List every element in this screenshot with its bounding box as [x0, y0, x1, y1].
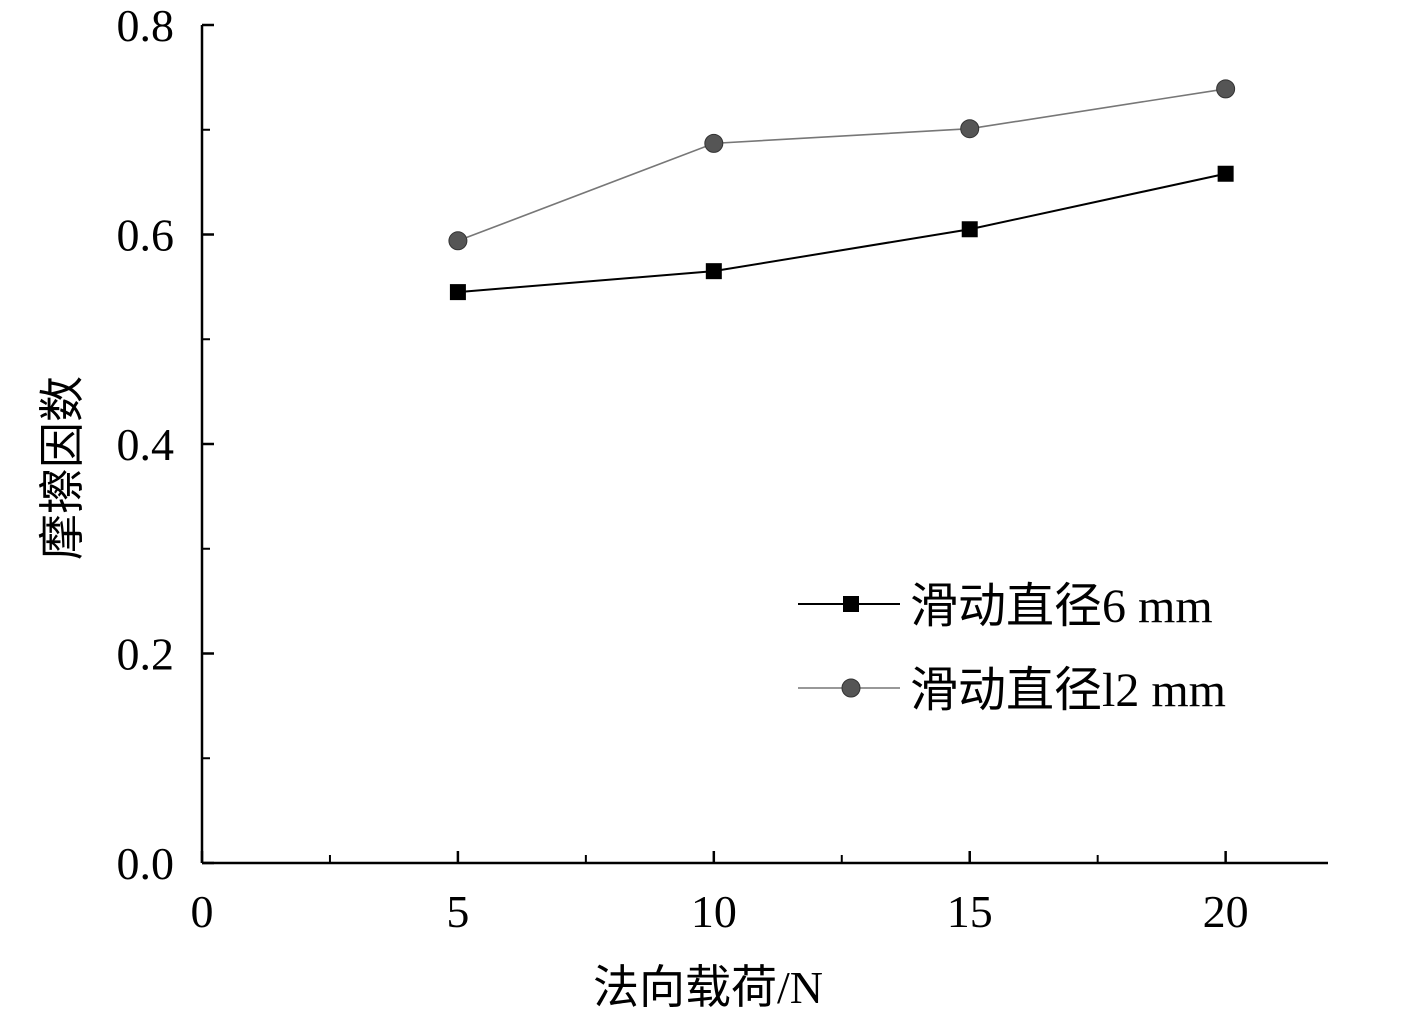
y-tick-label: 0.0	[117, 838, 175, 889]
x-tick-label: 10	[691, 886, 737, 937]
legend-label-2: 滑动直径l2 mm	[910, 664, 1226, 717]
y-tick-label: 0.6	[117, 210, 175, 261]
series-line-2	[457, 88, 1226, 242]
legend: 滑动直径6 mm 滑动直径l2 mm	[798, 580, 1226, 717]
data-point-series-1	[705, 263, 722, 280]
data-point-series-2	[448, 231, 468, 251]
y-tick-label: 0.2	[117, 629, 175, 680]
data-point-series-1	[1217, 165, 1234, 182]
legend-marker-1	[843, 596, 859, 612]
data-point-series-1	[961, 221, 978, 238]
series-line-1	[457, 172, 1226, 294]
y-axis-label: 摩擦因数	[37, 376, 88, 560]
x-axis-label: 法向载荷/N	[593, 962, 823, 1013]
y-tick-label: 0.8	[117, 0, 175, 51]
legend-marker-2	[841, 678, 861, 698]
x-tick-label: 20	[1203, 886, 1249, 937]
series	[448, 79, 1236, 301]
x-tick-label: 5	[446, 886, 469, 937]
axes	[200, 25, 1328, 865]
data-point-series-2	[704, 133, 724, 153]
data-point-series-2	[960, 119, 980, 139]
ticks: 0.0 0.2 0.4 0.6 0.8 0 5 10 15 20	[117, 0, 1249, 937]
data-point-series-1	[449, 284, 466, 301]
y-tick-label: 0.4	[117, 419, 175, 470]
x-tick-label: 0	[191, 886, 214, 937]
data-point-series-2	[1216, 79, 1236, 99]
legend-label-1: 滑动直径6 mm	[910, 580, 1213, 633]
x-tick-label: 15	[947, 886, 993, 937]
